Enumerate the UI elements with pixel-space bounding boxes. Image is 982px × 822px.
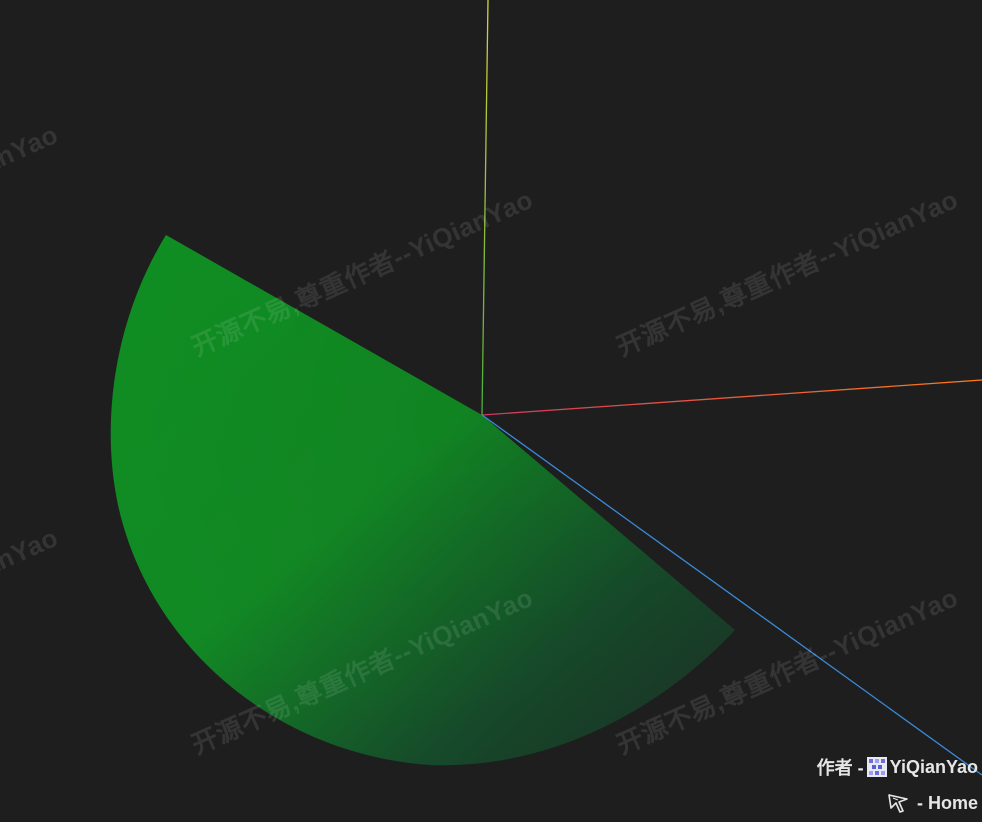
author-prefix: 作者 - <box>816 758 864 778</box>
author-name-link[interactable]: YiQianYao <box>889 756 978 777</box>
pie-sector-shade <box>110 235 736 766</box>
z-axis <box>481 414 982 776</box>
home-link[interactable]: - Home <box>916 792 978 813</box>
x-axis <box>481 379 982 416</box>
pixel-avatar-icon <box>866 757 887 777</box>
author-credit: 作者 - YiQianYao <box>817 754 978 780</box>
home-credit: - Home <box>887 792 978 814</box>
cursor-icon <box>888 794 908 813</box>
y-axis <box>481 0 489 416</box>
